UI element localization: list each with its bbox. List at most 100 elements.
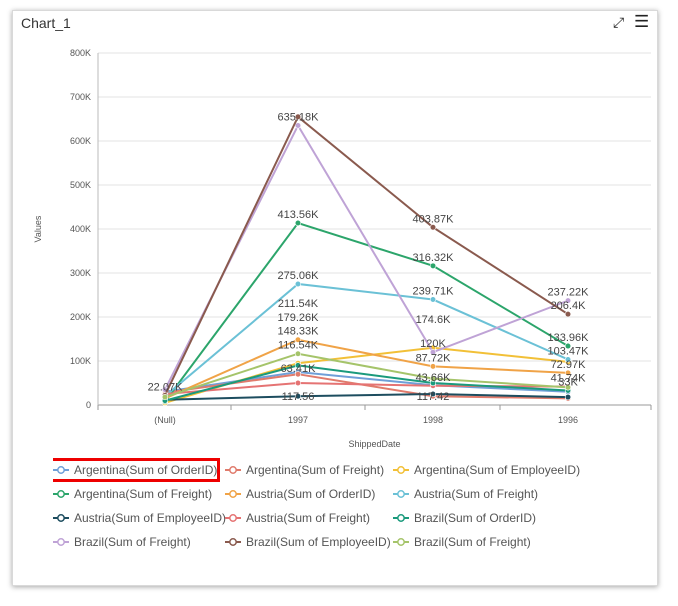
data-point[interactable] — [429, 224, 437, 231]
data-point[interactable] — [429, 390, 437, 398]
data-point[interactable] — [294, 122, 302, 129]
legend-label: Austria(Sum of OrderID) — [246, 487, 376, 501]
legend-label: Brazil(Sum of EmployeeID) — [246, 535, 391, 549]
data-label: 22.07K — [148, 381, 184, 393]
data-label: 116.54K — [278, 340, 319, 352]
data-point[interactable] — [294, 393, 302, 400]
chart-panel: Chart_1 ⤢ ☰ 0 100K 200K 300K 400K 500K 600K 700… — [12, 10, 658, 586]
data-point[interactable] — [429, 375, 437, 382]
data-label: 133.96K — [548, 332, 590, 344]
legend-label: Brazil(Sum of Freight) — [414, 535, 531, 549]
data-label: 179.26K — [278, 312, 320, 324]
legend-marker-icon — [393, 490, 409, 498]
data-label: 237.22K — [548, 287, 590, 299]
data-point[interactable] — [429, 262, 437, 269]
y-tick-label: 700K — [70, 92, 91, 102]
legend-marker-icon — [53, 538, 69, 546]
data-point[interactable] — [294, 219, 302, 227]
data-label: 403.87K — [413, 213, 455, 225]
y-tick-label: 200K — [70, 312, 91, 322]
legend-marker-icon — [225, 490, 241, 498]
data-label: 41.74K — [551, 373, 587, 385]
legend-item[interactable]: Austria(Sum of OrderID) — [225, 485, 375, 503]
data-point[interactable] — [564, 356, 572, 363]
legend-label: Austria(Sum of Freight) — [414, 487, 539, 501]
series-line — [164, 115, 569, 396]
data-label: 635.18K — [278, 112, 320, 124]
data-point[interactable] — [294, 113, 302, 120]
data-point[interactable] — [564, 369, 572, 376]
y-tick-label: 500K — [70, 180, 91, 190]
series-line — [164, 123, 569, 391]
legend-marker-icon — [393, 466, 409, 474]
legend-marker-icon — [53, 490, 69, 498]
legend-item[interactable]: Brazil(Sum of OrderID) — [393, 509, 536, 527]
series-line — [164, 370, 569, 393]
legend-marker-icon — [225, 466, 241, 474]
y-tick-label: 600K — [70, 136, 91, 146]
legend-item[interactable]: Argentina(Sum of OrderID) — [53, 458, 221, 482]
legend-item[interactable]: Brazil(Sum of EmployeeID) — [225, 533, 391, 551]
series-line — [164, 364, 569, 402]
data-point[interactable] — [564, 297, 572, 304]
data-label: 206.4K — [551, 300, 587, 312]
legend-label: Argentina(Sum of OrderID) — [74, 463, 218, 477]
data-label: 120K — [420, 338, 446, 350]
line-chart: 0 100K 200K 300K 400K 500K 600K 700K 800K (Null) 1… — [33, 48, 652, 449]
legend-item[interactable]: Austria(Sum of EmployeeID) — [53, 509, 226, 527]
data-point[interactable] — [564, 393, 572, 401]
data-label: 33K — [558, 376, 578, 388]
data-point[interactable] — [294, 336, 302, 343]
y-tick-label: 0 — [86, 400, 91, 410]
data-label: 43.66K — [416, 372, 452, 384]
data-point[interactable] — [429, 296, 437, 303]
legend-item[interactable]: Austria(Sum of Freight) — [225, 509, 370, 527]
data-point[interactable] — [294, 350, 302, 357]
hamburger-menu-icon[interactable]: ☰ — [634, 12, 650, 31]
series-line — [164, 221, 569, 403]
data-label: 87.72K — [416, 352, 452, 364]
expand-icon[interactable]: ⤢ — [613, 14, 625, 30]
data-label: 239.71K — [413, 286, 455, 298]
legend-item[interactable]: Argentina(Sum of EmployeeID) — [393, 461, 580, 479]
legend-marker-icon — [225, 514, 241, 522]
chart-legend: Argentina(Sum of OrderID) Argentina(Sum o… — [53, 457, 653, 585]
legend-item[interactable]: Brazil(Sum of Freight) — [393, 533, 531, 551]
data-label: 148.33K — [278, 326, 320, 338]
y-tick-label: 300K — [70, 268, 91, 278]
data-label: 275.06K — [278, 270, 320, 282]
legend-label: Austria(Sum of EmployeeID) — [74, 511, 227, 525]
series-line — [164, 282, 569, 397]
data-point[interactable] — [161, 393, 169, 401]
data-point[interactable] — [294, 362, 302, 369]
series-line — [164, 338, 569, 400]
data-point[interactable] — [564, 384, 572, 391]
data-label: 72.97K — [551, 359, 587, 371]
x-tick-label: 1998 — [423, 415, 443, 425]
x-tick-label: 1997 — [288, 415, 308, 425]
data-point[interactable] — [564, 311, 572, 318]
legend-item[interactable]: Argentina(Sum of Freight) — [53, 485, 212, 503]
series-line — [164, 352, 569, 399]
data-point[interactable] — [294, 379, 302, 387]
y-tick-label: 800K — [70, 48, 91, 58]
data-label: 413.56K — [278, 209, 320, 221]
x-tick-label: 1996 — [558, 415, 578, 425]
legend-item[interactable]: Brazil(Sum of Freight) — [53, 533, 191, 551]
legend-item[interactable]: Argentina(Sum of Freight) — [225, 461, 384, 479]
x-tick-label: (Null) — [154, 415, 176, 425]
y-tick-label: 400K — [70, 224, 91, 234]
data-point[interactable] — [294, 280, 302, 288]
data-point[interactable] — [429, 363, 437, 370]
series-line — [164, 392, 569, 401]
data-label: 211.54K — [278, 298, 319, 310]
data-point[interactable] — [294, 371, 302, 378]
legend-item[interactable]: Austria(Sum of Freight) — [393, 485, 538, 503]
legend-label: Argentina(Sum of Freight) — [246, 463, 385, 477]
legend-label: Brazil(Sum of Freight) — [74, 535, 191, 549]
y-axis-title: Values — [33, 215, 43, 242]
data-label: 117.42 — [417, 391, 450, 403]
data-point[interactable] — [564, 342, 572, 350]
data-point[interactable] — [429, 349, 437, 356]
y-tick-label: 100K — [70, 356, 91, 366]
